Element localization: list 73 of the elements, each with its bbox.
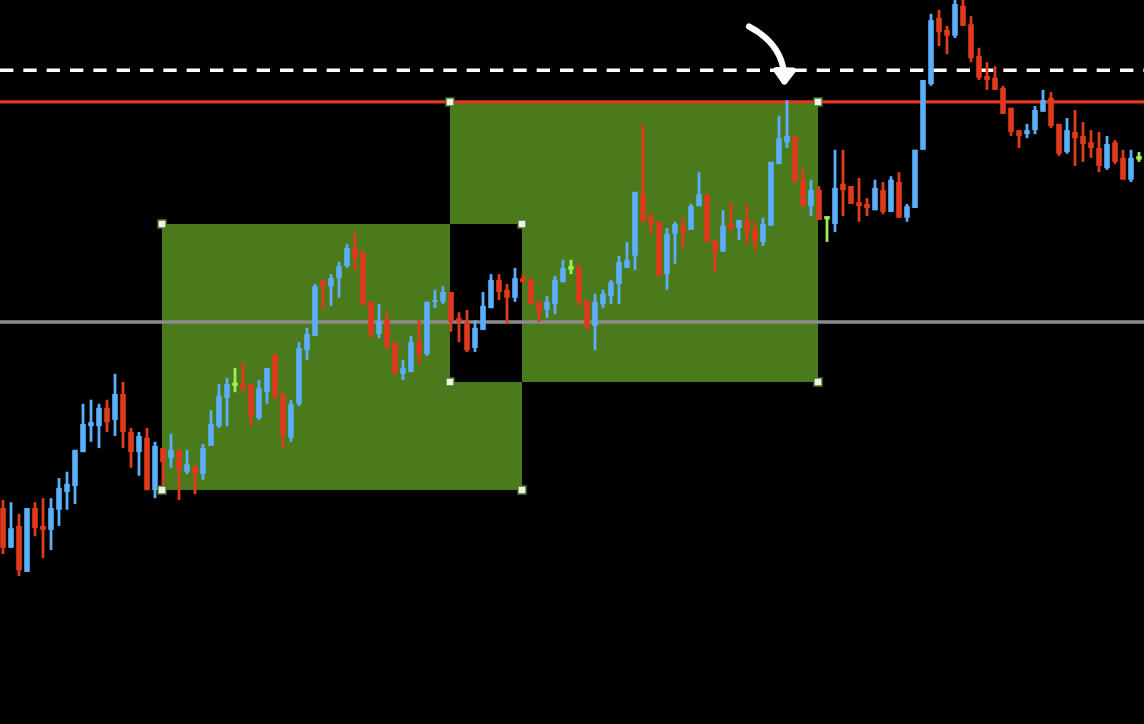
candlestick [592,292,598,352]
candlestick [1032,104,1038,136]
candlestick [192,464,198,496]
candlestick [944,24,950,56]
candlestick [408,334,414,374]
candlestick [1072,108,1078,168]
candlestick [880,180,886,216]
candlestick [688,202,694,232]
candlestick [1120,148,1126,182]
candlestick [744,202,750,246]
candlestick [336,260,342,300]
candlestick [720,208,726,254]
candlestick [808,178,814,218]
candlestick [512,266,518,304]
candlestick [1104,134,1110,172]
candlestick [88,398,94,444]
candlestick [728,200,734,232]
candlestick [320,278,326,312]
candlestick [504,282,510,326]
candlestick [176,448,182,502]
candlestick [328,272,334,308]
candlestick [640,122,646,224]
candlestick [856,176,862,224]
candlestick [16,512,22,578]
candlestick [224,376,230,428]
candlestick [168,432,174,470]
candlestick [96,402,102,450]
candlestick [248,382,254,428]
candlestick [288,398,294,444]
candlestick [120,380,126,450]
candlestick [984,60,990,92]
candlestick [840,148,846,218]
candlestick [432,288,438,310]
candlestick [136,430,142,478]
candlestick [496,272,502,302]
candlestick [696,170,702,208]
candlestick [0,498,6,556]
candlestick [32,500,38,538]
candlestick [48,496,54,552]
candlestick [1064,116,1070,156]
candlestick [736,218,742,242]
candlestick [952,0,958,40]
candlestick [40,496,46,560]
candlestick [344,242,350,270]
candlestick [104,398,110,434]
candlestick [888,174,894,214]
candlestick [416,318,422,366]
candlestick [1088,128,1094,160]
candlestick [752,220,758,254]
candlestick [184,448,190,476]
candlestick [816,184,822,222]
candlestick [528,276,534,306]
candlestick [200,442,206,482]
candlestick [616,254,622,306]
candlestick [936,8,942,48]
candlestick [152,440,158,500]
candlestick [832,148,838,234]
candlestick [376,302,382,340]
candlestick [56,476,62,528]
candlestick [1080,120,1086,164]
candlestick [552,274,558,316]
candlestick [664,226,670,292]
candlestick [1128,148,1134,184]
candlestick [672,220,678,266]
candlestick [680,216,686,250]
candlestick [448,290,454,334]
candlestick [128,426,134,470]
candlestick [896,170,902,220]
candlestick [8,500,14,550]
candlestick [872,178,878,212]
candlestick [464,308,470,354]
candlestick [1096,130,1102,174]
candlestick [112,372,118,438]
